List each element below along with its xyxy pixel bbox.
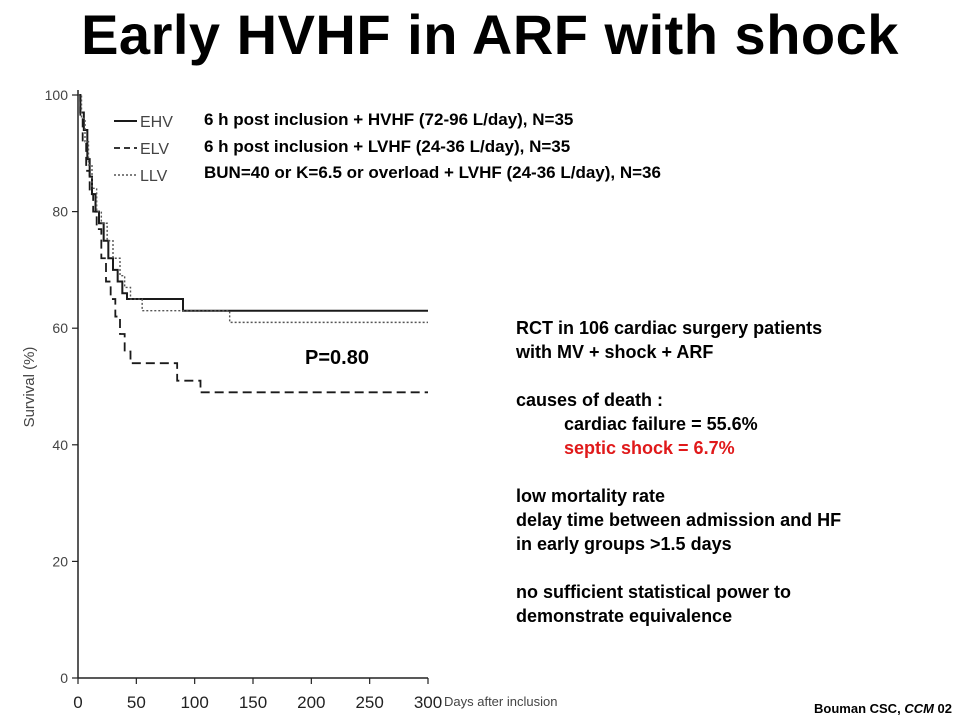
legend-key-llv: LLV (140, 168, 168, 185)
citation-year: 02 (933, 701, 952, 716)
x-tick-label: 250 (355, 693, 383, 712)
y-tick-label: 100 (45, 87, 69, 103)
chart-legend: EHV ELV LLV (114, 114, 173, 185)
p-value-annotation: P=0.80 (305, 347, 369, 369)
note-line: in early groups >1.5 days (516, 534, 732, 554)
note-line-highlight: septic shock = 6.7% (564, 438, 735, 458)
x-tick-label: 100 (180, 693, 208, 712)
legend-desc-elv: 6 h post inclusion + LVHF (24-36 L/day),… (204, 137, 571, 156)
x-tick-label: 0 (73, 693, 82, 712)
y-tick-label: 80 (52, 204, 68, 220)
citation-author: Bouman CSC, (814, 701, 905, 716)
study-notes: RCT in 106 cardiac surgery patients with… (516, 316, 956, 628)
chart-series (78, 94, 428, 394)
y-tick-label: 40 (52, 437, 68, 453)
note-line: no sufficient statistical power to (516, 582, 792, 602)
series-elv-curve (78, 94, 428, 394)
note-line: demonstrate equivalence (516, 606, 733, 626)
y-tick-label: 0 (60, 670, 68, 686)
x-axis-label: Days after inclusion (444, 694, 557, 709)
citation-journal: CCM (904, 701, 934, 716)
note-line: delay time between admission and HF (516, 510, 842, 530)
citation: Bouman CSC, CCM 02 (814, 701, 952, 716)
note-line: cardiac failure = 55.6% (564, 414, 758, 434)
legend-desc-ehv: 6 h post inclusion + HVHF (72-96 L/day),… (204, 110, 574, 129)
y-axis-label: Survival (%) (21, 347, 38, 428)
chart-axes: 0 20 40 60 80 100 0 50 100 150 200 250 300 Survival (… (21, 87, 557, 712)
x-tick-label: 50 (127, 693, 146, 712)
x-tick-label: 150 (239, 693, 267, 712)
y-tick-label: 60 (52, 320, 68, 336)
x-tick-label: 300 (414, 693, 442, 712)
note-line: RCT in 106 cardiac surgery patients (516, 318, 823, 338)
note-line: low mortality rate (516, 486, 666, 506)
legend-desc-llv: BUN=40 or K=6.5 or overload + LVHF (24-3… (204, 163, 661, 182)
legend-key-elv: ELV (140, 141, 169, 158)
x-tick-label: 200 (297, 693, 325, 712)
note-line: with MV + shock + ARF (516, 342, 714, 362)
y-tick-label: 20 (52, 553, 68, 569)
note-line: causes of death : (516, 390, 664, 410)
legend-key-ehv: EHV (140, 114, 173, 131)
slide-title: Early HVHF in ARF with shock (81, 3, 899, 66)
